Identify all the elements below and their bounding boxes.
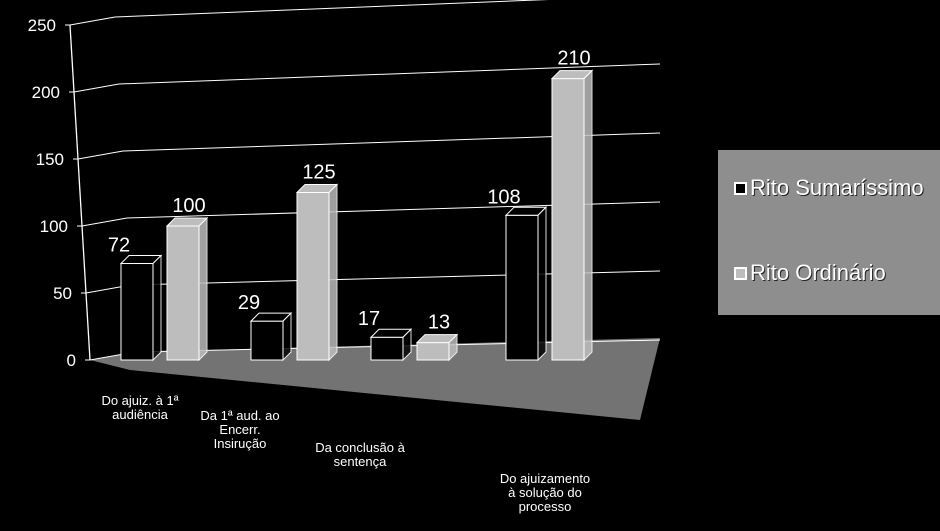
bar-sumarissimo-0 [120,263,154,361]
x-category-label-line: Da conclusão à [315,440,405,455]
x-category-label-line: Insirução [214,436,267,451]
x-category-label-line: sentença [334,454,388,469]
legend-swatch-ordinario [734,266,747,280]
bar-sumarissimo-0-side [152,254,162,362]
legend-label-sumarissimo: Rito Sumaríssimo [750,175,924,200]
gridline-depth [81,217,128,227]
bar-sumarissimo-1-side [282,311,292,362]
bar-ordinario-3 [551,78,585,361]
x-category-label: Da 1ª aud. ao Encerr. Insirução [200,408,279,451]
legend: Rito Sumaríssimo Rito Ordinário [718,150,940,315]
bars: 72 100 29 125 17 13 108 210 [108,48,594,362]
bar-ordinario-2-side [448,333,458,362]
y-tick-label: 100 [40,217,68,236]
y-tick-label: 50 [53,284,72,303]
gridline-depth [77,150,124,160]
bar-sumarissimo-0-label: 72 [108,235,130,257]
x-category-label-line: Encerr. [219,422,260,437]
bar-sumarissimo-3 [505,214,539,361]
x-category-label-line: processo [519,499,572,514]
bar-sumarissimo-1 [250,320,284,361]
gridline-depth [69,16,116,26]
y-tick-label: 250 [28,16,56,35]
bar-ordinario-0-label: 100 [172,195,205,217]
bar-sumarissimo-3-label: 108 [487,186,520,208]
bar-sumarissimo-2-side [402,328,412,362]
bar-sumarissimo-2 [370,336,404,361]
bar-ordinario-1 [296,192,330,361]
bar-ordinario-3-label: 210 [557,48,590,70]
bar-ordinario-1-label: 125 [302,162,335,184]
x-category-label-line: à solução do [508,485,582,500]
y-tick-label: 200 [32,83,60,102]
bar-sumarissimo-2-label: 17 [358,308,380,330]
x-category-label: Do ajuizamento à solução do processo [500,471,590,514]
y-axis-line [69,24,91,361]
x-category-label-line: Do ajuizamento [500,471,590,486]
gridline-depth [73,83,120,93]
legend-item-rito-ordinario: Rito Ordinário [734,260,886,286]
x-category-label-line: Do ajuiz. à 1ª [101,393,178,408]
x-category-label: Do ajuiz. à 1ª audiência [101,393,178,422]
legend-swatch-sumarissimo [734,181,747,195]
bar-ordinario-3-side [583,69,593,362]
bar-ordinario-0-side [198,216,208,362]
bar-sumarissimo-3-side [537,206,547,362]
y-tick-label: 0 [67,351,76,370]
bar-ordinario-1-side [328,183,338,362]
legend-label-ordinario: Rito Ordinário [750,260,886,285]
x-category-label-line: audiência [112,407,168,422]
x-category-label: Da conclusão à sentença [315,440,405,469]
bar-ordinario-2 [416,342,450,361]
gridline [114,0,549,18]
x-axis-labels: Do ajuiz. à 1ª audiência Da 1ª aud. ao Ence… [101,393,590,514]
bar-sumarissimo-1-label: 29 [238,292,260,314]
legend-item-rito-sumarissimo: Rito Sumaríssimo [734,175,924,201]
x-category-label-line: Da 1ª aud. ao [200,408,279,423]
gridline [118,63,661,85]
y-axis: 0 50 100 150 200 250 [28,16,91,370]
bar-ordinario-2-label: 13 [428,312,450,334]
y-tick-label: 150 [36,150,64,169]
bar-ordinario-0 [166,225,200,361]
